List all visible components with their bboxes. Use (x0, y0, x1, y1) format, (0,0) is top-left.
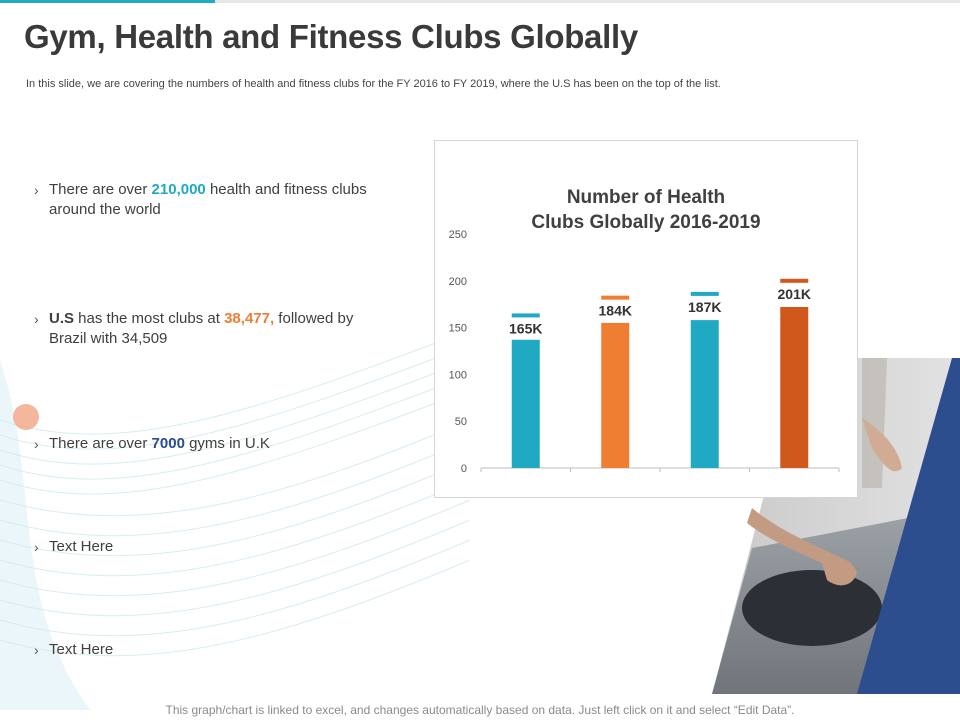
top-rule-accent (0, 0, 215, 3)
bullet-item: › Text Here (34, 640, 394, 660)
decorative-dot (13, 404, 39, 430)
bar (780, 307, 809, 468)
chevron-right-icon: › (34, 182, 39, 198)
y-tick-label: 50 (455, 416, 467, 428)
chart-plot: 0 50 100 150 200 250 165K 184K 187K 201K (449, 229, 840, 475)
bullet-text: There are over (49, 435, 152, 452)
y-tick-label: 100 (449, 369, 467, 381)
data-label: 201K (778, 286, 811, 302)
data-label: 165K (509, 320, 542, 336)
bullet-text: gyms in U.K (184, 435, 270, 452)
page-subtitle: In this slide, we are covering the numbe… (26, 78, 721, 90)
chevron-right-icon: › (34, 311, 39, 327)
y-tick-label: 250 (449, 229, 467, 241)
chart-title-line: Number of Health (566, 187, 726, 208)
bullet-text: Text Here (49, 538, 114, 555)
bullet-highlight: 7000 (151, 435, 185, 452)
bullet-item: › U.S has the most clubs at 38,477, foll… (34, 309, 394, 349)
bar (601, 322, 630, 468)
bullet-highlight: 210,000 (151, 181, 206, 198)
bullet-highlight: 38,477, (224, 310, 275, 327)
chevron-right-icon: › (34, 642, 39, 658)
top-rule (0, 0, 960, 3)
bullet-lead: U.S (49, 310, 75, 327)
bullet-text: followed by Brazil with 34,509 (49, 310, 354, 347)
bullet-text: health and fitness clubs around the worl… (49, 181, 367, 218)
bar (690, 320, 719, 468)
bullet-item: › There are over 7000 gyms in U.K (34, 434, 394, 454)
bullet-text: has the most clubs at (74, 310, 225, 327)
bullet-text: There are over (49, 181, 152, 198)
bar-cap (511, 313, 540, 318)
chart-title: Number of Health Clubs Globally 2016-201… (435, 185, 857, 235)
footer-note: This graph/chart is linked to excel, and… (165, 703, 795, 717)
data-label: 184K (599, 303, 632, 319)
bar-chart: Number of Health Clubs Globally 2016-201… (434, 140, 858, 498)
data-label: 187K (688, 299, 721, 315)
y-tick-label: 200 (449, 276, 467, 288)
chart-title-line: Clubs Globally 2016-2019 (531, 212, 761, 233)
bar-cap (690, 291, 719, 296)
navy-stripe (857, 358, 960, 694)
bullet-text: Text Here (49, 641, 114, 658)
page-title: Gym, Health and Fitness Clubs Globally (24, 18, 638, 55)
bar (511, 339, 540, 468)
bar-cap (780, 278, 809, 283)
y-tick-label: 0 (461, 463, 467, 475)
chevron-right-icon: › (34, 539, 39, 555)
bullet-item: › Text Here (34, 537, 394, 557)
decorative-swirl (0, 329, 471, 710)
y-tick-label: 150 (449, 323, 467, 335)
bullet-item: › There are over 210,000 health and fitn… (34, 180, 394, 220)
chevron-right-icon: › (34, 436, 39, 452)
bar-cap (601, 295, 630, 300)
yoga-photo (712, 358, 960, 694)
